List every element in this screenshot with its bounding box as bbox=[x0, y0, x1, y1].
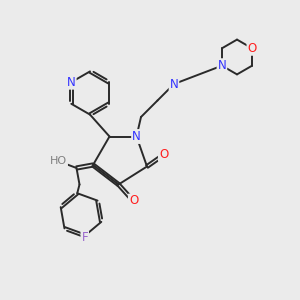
Text: O: O bbox=[129, 194, 138, 208]
Text: N: N bbox=[67, 76, 76, 89]
Text: N: N bbox=[132, 130, 141, 143]
Text: N: N bbox=[218, 59, 226, 72]
Text: N: N bbox=[169, 77, 178, 91]
Text: O: O bbox=[248, 42, 257, 55]
Text: HO: HO bbox=[50, 156, 67, 167]
Text: F: F bbox=[81, 231, 88, 244]
Text: O: O bbox=[159, 148, 168, 161]
